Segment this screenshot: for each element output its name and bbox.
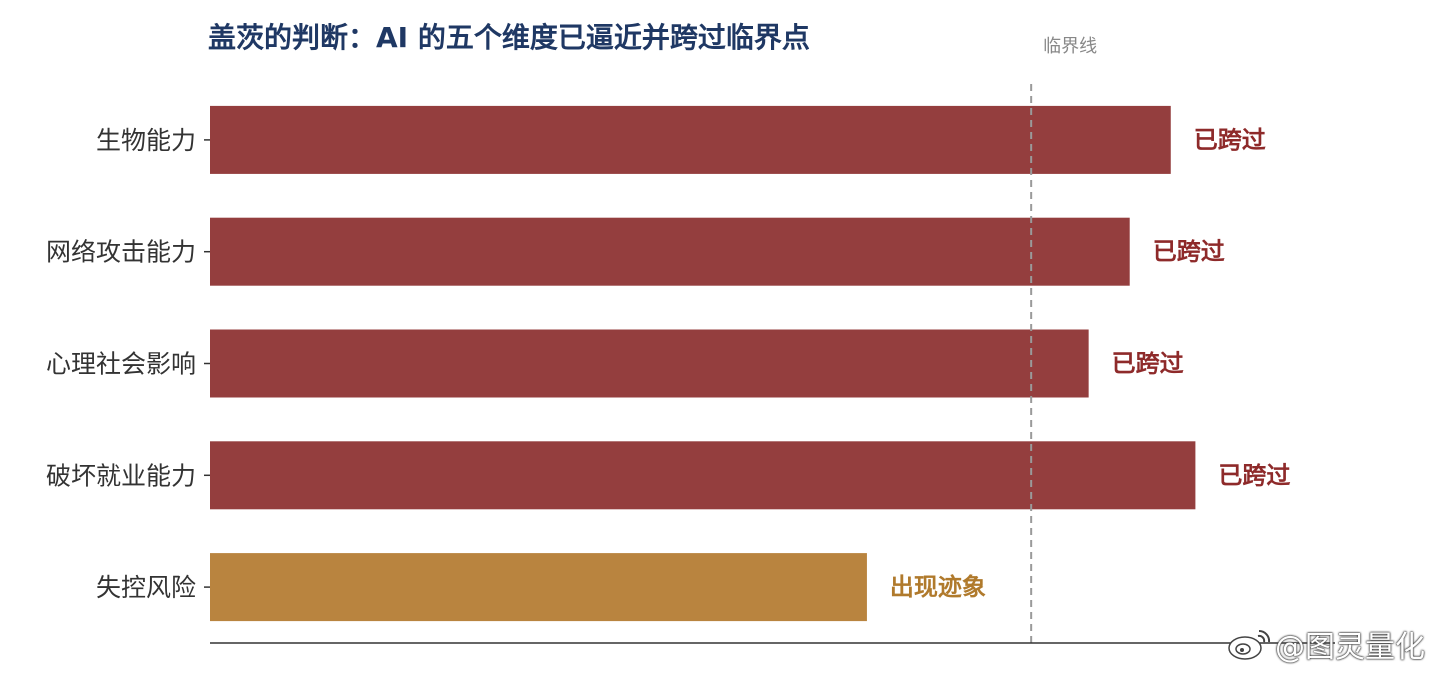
weibo-icon (1228, 629, 1271, 660)
bar (210, 553, 867, 622)
threshold-label: 临界线 (1043, 36, 1097, 57)
data-label: 已跨过 (1112, 350, 1184, 378)
data-label: 已跨过 (1218, 461, 1290, 489)
category-label: 失控风险 (96, 573, 196, 602)
watermark-text: @图灵量化 (1275, 630, 1425, 665)
bar (210, 441, 1196, 510)
data-label: 已跨过 (1153, 238, 1225, 266)
bar (210, 217, 1130, 286)
data-label: 出现迹象 (890, 573, 986, 601)
threshold-layer: 临界线 (1030, 36, 1097, 643)
category-label: 生物能力 (96, 126, 196, 155)
bar (210, 329, 1089, 398)
category-label: 心理社会影响 (46, 350, 196, 379)
category-label: 网络攻击能力 (46, 238, 196, 267)
data-label: 已跨过 (1194, 126, 1266, 154)
bar (210, 105, 1171, 174)
watermark: @图灵量化 (1227, 622, 1425, 666)
category-label: 破坏就业能力 (46, 461, 196, 490)
chart-title: 盖茨的判断：AI 的五个维度已逼近并跨过临界点 (208, 21, 810, 54)
